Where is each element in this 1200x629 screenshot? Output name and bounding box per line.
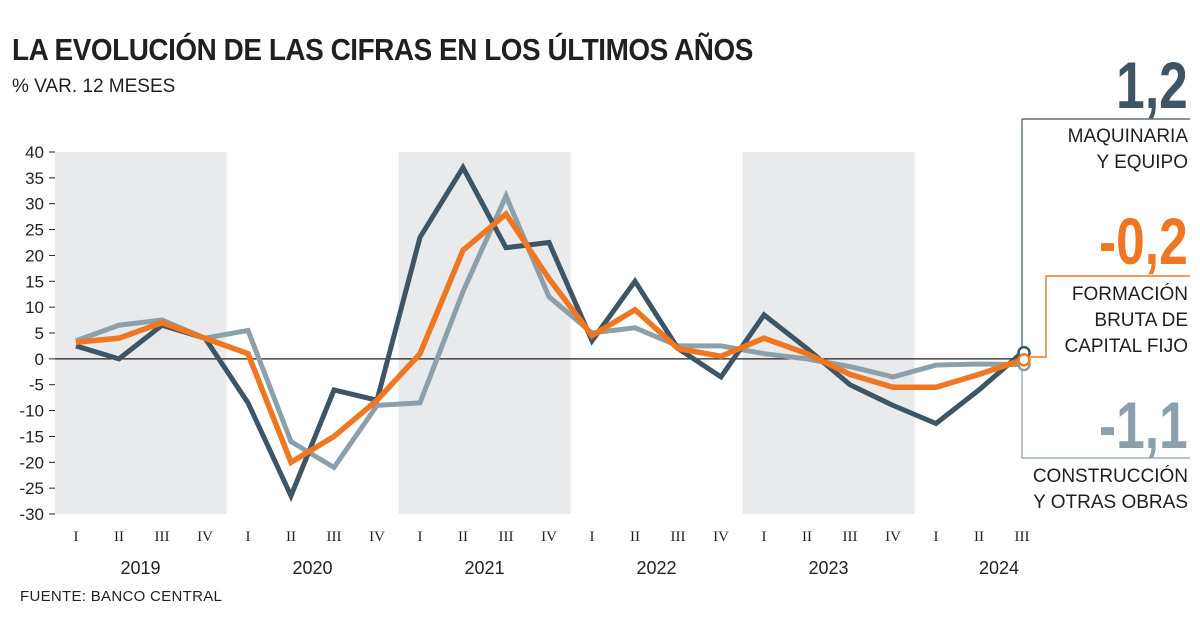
maquinaria-label: MAQUINARIA Y EQUIPO: [1067, 126, 1188, 173]
x-tick-label: IV: [541, 529, 557, 545]
year-label: 2021: [464, 558, 504, 578]
chart-title: LA EVOLUCIÓN DE LAS CIFRAS EN LOS ÚLTIMO…: [12, 32, 753, 67]
x-tick-label: II: [458, 529, 468, 545]
x-axis: I II III IV I II III IV I II III IV I II III IV I II III IV…: [74, 529, 1030, 578]
year-bands: [55, 152, 915, 514]
x-tick-label: IV: [197, 529, 213, 545]
year-label: 2023: [808, 558, 848, 578]
y-tick-label: -5: [29, 376, 44, 395]
x-tick-label: III: [1015, 529, 1030, 545]
x-tick-label: II: [286, 529, 296, 545]
series-line-2: [75, 209, 1023, 467]
x-tick-label: I: [934, 529, 939, 545]
x-tick-label: IV: [369, 529, 385, 545]
x-tick-label: II: [114, 529, 124, 545]
fbcf-connector: [1025, 275, 1190, 358]
end-marker-2: [1017, 353, 1031, 367]
series-line-0: [75, 189, 1023, 471]
y-tick-label: -10: [19, 402, 44, 421]
x-tick-label: III: [499, 529, 514, 545]
y-tick-label: -25: [19, 479, 44, 498]
y-tick-label: 35: [25, 169, 44, 188]
y-tick-label: -20: [19, 453, 44, 472]
maquinaria-value: 1,2: [1116, 48, 1188, 122]
fbcf-value: -0,2: [1099, 204, 1188, 278]
x-tick-label: II: [630, 529, 640, 545]
year-label: 2020: [292, 558, 332, 578]
y-tick-label: 5: [35, 324, 44, 343]
year-label: 2019: [120, 558, 160, 578]
x-tick-label: III: [327, 529, 342, 545]
y-tick-label: 15: [25, 272, 44, 291]
x-tick-label: IV: [885, 529, 901, 545]
x-tick-label: III: [843, 529, 858, 545]
y-tick-label: 40: [25, 143, 44, 162]
x-tick-label: IV: [713, 529, 729, 545]
construccion-value: -1,1: [1099, 388, 1188, 462]
year-label: 2022: [636, 558, 676, 578]
end-markers: [1017, 345, 1031, 372]
x-tick-label: I: [74, 529, 79, 545]
y-tick-label: -30: [19, 505, 44, 524]
year-label: 2024: [979, 558, 1019, 578]
x-tick-label: I: [246, 529, 251, 545]
annotation-connectors: [1021, 118, 1190, 459]
x-tick-label: II: [802, 529, 812, 545]
x-tick-label: III: [671, 529, 686, 545]
y-tick-label: 0: [35, 350, 44, 369]
x-tick-label: II: [974, 529, 984, 545]
chart-subtitle: % VAR. 12 MESES: [12, 76, 176, 97]
series-lines: [75, 162, 1024, 503]
fbcf-label: FORMACIÓN BRUTA DE CAPITAL FIJO: [1064, 284, 1188, 357]
y-axis: 40 35 30 25 20 15 10 5 0 -5 -10 -15 -20 -25 -30: [19, 143, 1020, 524]
source-note: FUENTE: BANCO CENTRAL: [20, 588, 223, 605]
y-tick-label: 20: [25, 246, 44, 265]
y-tick-label: 10: [25, 298, 44, 317]
x-tick-label: I: [762, 529, 767, 545]
maquinaria-connector: [1021, 118, 1190, 348]
x-tick-label: III: [155, 529, 170, 545]
x-tick-label: I: [590, 529, 595, 545]
construccion-label: CONSTRUCCIÓN Y OTRAS OBRAS: [1032, 466, 1188, 513]
year-band-2023: [742, 152, 915, 514]
series-line-1: [75, 162, 1024, 503]
y-tick-label: 30: [25, 195, 44, 214]
y-tick-label: 25: [25, 221, 44, 240]
construccion-connector: [1021, 368, 1190, 459]
x-tick-label: I: [418, 529, 423, 545]
y-tick-label: -15: [19, 427, 44, 446]
